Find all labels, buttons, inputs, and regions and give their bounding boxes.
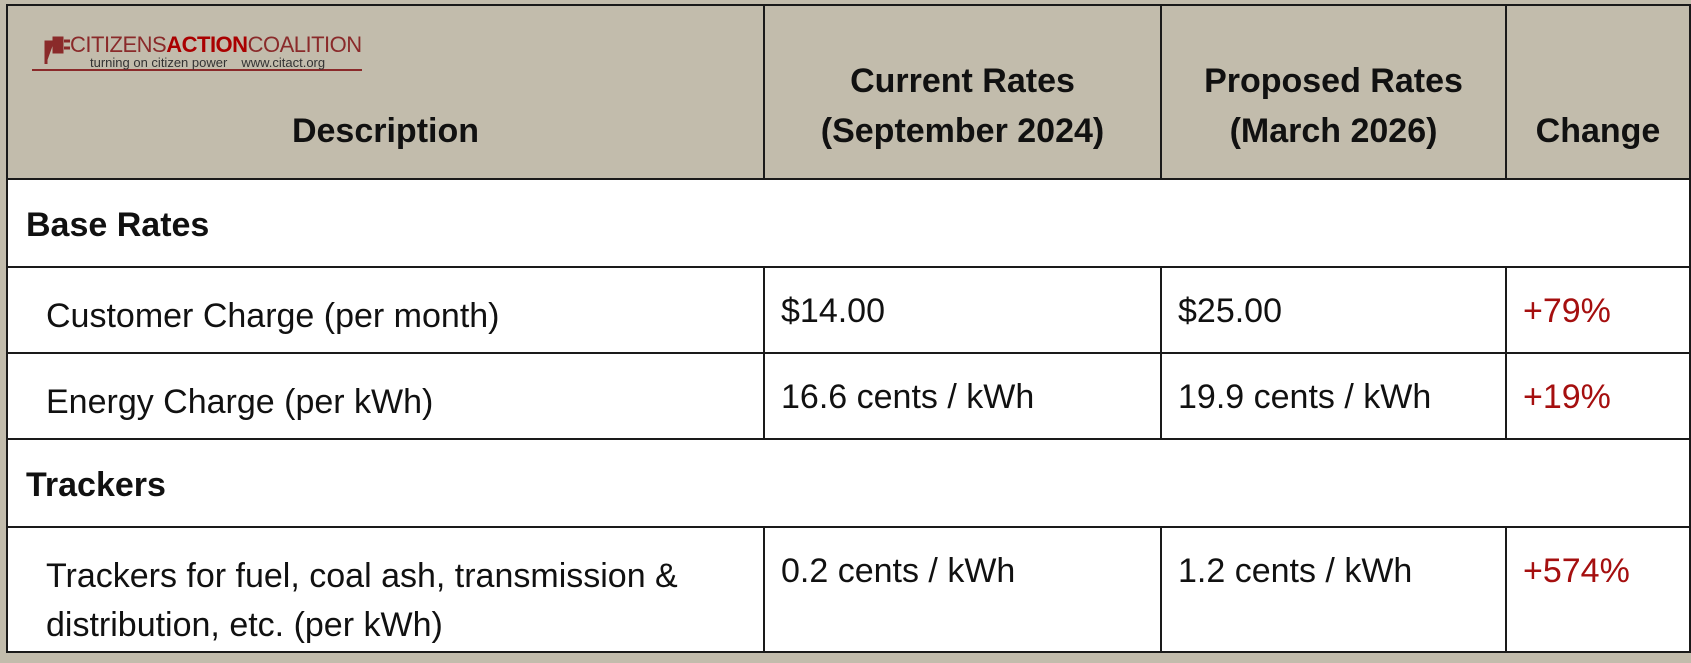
logo-name-part: ACTION	[166, 32, 248, 57]
logo-name-part: COALITION	[247, 32, 363, 57]
logo-url: www.citact.org	[241, 55, 326, 70]
data-row: Customer Charge (per month) $14.00 $25.00 +…	[6, 266, 1691, 354]
cell: 16.6 cents / kWh	[763, 352, 1162, 440]
logo-icon	[44, 36, 70, 64]
logo-tagline: turning on citizen power	[90, 55, 228, 70]
section-title: Trackers	[6, 438, 1691, 528]
data-row: Energy Charge (per kWh) 16.6 cents / kWh 1…	[6, 352, 1691, 440]
column-header-text: Proposed Rates (March 2026)	[1204, 62, 1463, 150]
logo-tagline-row: turning on citizen power www.citact.org	[32, 56, 362, 71]
cell: Customer Charge (per month)	[6, 266, 765, 354]
cell: +79%	[1505, 266, 1691, 354]
cell: 19.9 cents / kWh	[1160, 352, 1507, 440]
cell: 1.2 cents / kWh	[1160, 526, 1507, 653]
section-title: Base Rates	[6, 178, 1691, 268]
data-row: Trackers for fuel, coal ash, transmissio…	[6, 526, 1691, 653]
cell: Energy Charge (per kWh)	[6, 352, 765, 440]
cell: +19%	[1505, 352, 1691, 440]
cell: 0.2 cents / kWh	[763, 526, 1162, 653]
table-body: Base Rates Customer Charge (per month) $14…	[6, 178, 1691, 653]
column-header: Description CITIZENSACTIONCOALITION turnin…	[6, 4, 765, 180]
logo: CITIZENSACTIONCOALITION turning on citize…	[32, 34, 362, 71]
column-header: Current Rates (September 2024)	[763, 4, 1162, 180]
column-header-text: Description	[291, 111, 480, 150]
cell: $25.00	[1160, 266, 1507, 354]
rate-table-wrap: Description CITIZENSACTIONCOALITION turnin…	[6, 4, 1691, 663]
rate-table: Description CITIZENSACTIONCOALITION turnin…	[6, 4, 1691, 653]
column-header: Proposed Rates (March 2026)	[1160, 4, 1507, 180]
cell: $14.00	[763, 266, 1162, 354]
section-row: Base Rates	[6, 178, 1691, 268]
column-header-text: Current Rates (September 2024)	[820, 62, 1105, 150]
logo-name-part: CITIZENS	[70, 32, 167, 57]
column-header-text: Change	[1535, 111, 1661, 150]
cell: +574%	[1505, 526, 1691, 653]
header-row: Description CITIZENSACTIONCOALITION turnin…	[6, 4, 1691, 180]
section-row: Trackers	[6, 438, 1691, 528]
cell: Trackers for fuel, coal ash, transmissio…	[6, 526, 765, 653]
logo-name: CITIZENSACTIONCOALITION	[32, 34, 362, 56]
column-header: Change	[1505, 4, 1691, 180]
